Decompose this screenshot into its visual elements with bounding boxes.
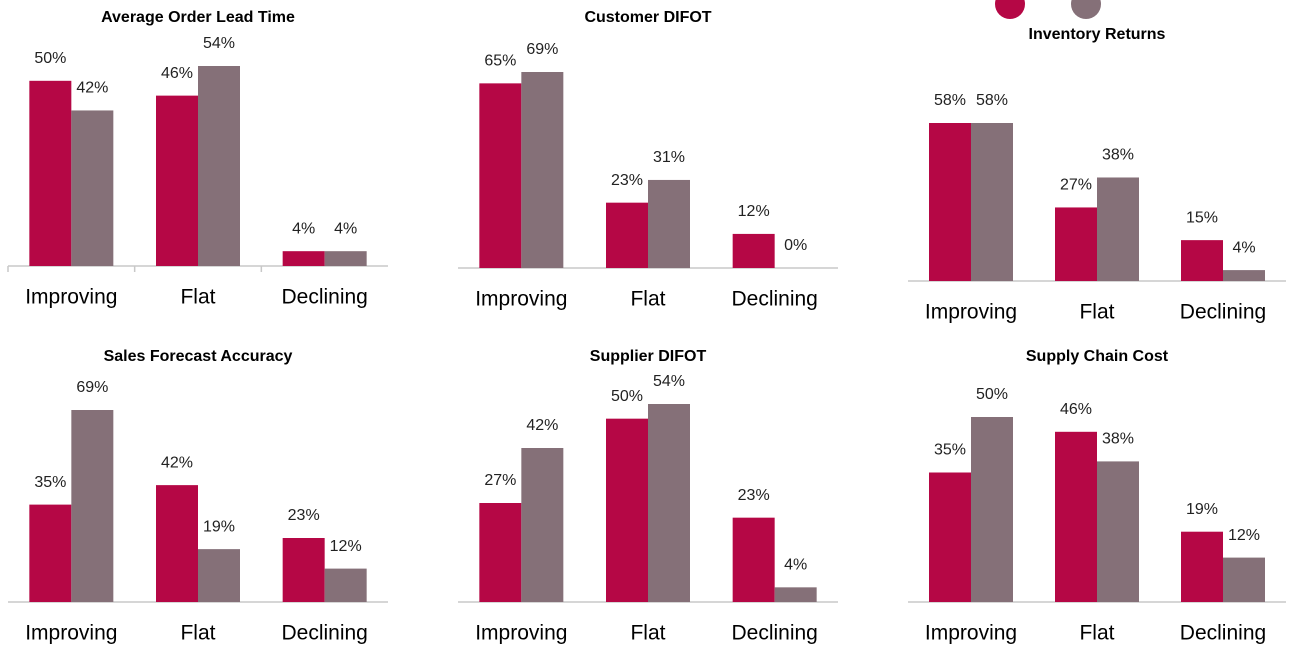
chart-title: Supply Chain Cost <box>1026 348 1169 365</box>
value-label: 50% <box>34 50 66 67</box>
bar <box>929 472 971 602</box>
bar <box>198 66 240 266</box>
bar <box>479 83 522 268</box>
x-tick-label: Improving <box>925 301 1017 324</box>
value-label: 58% <box>934 92 966 109</box>
value-label: 35% <box>34 474 66 491</box>
value-label: 27% <box>1060 177 1092 194</box>
chart-title: Supplier DIFOT <box>590 348 707 365</box>
bar <box>1181 531 1223 602</box>
x-tick-label: Improving <box>475 288 567 311</box>
bar <box>971 123 1013 281</box>
bar <box>971 417 1013 602</box>
x-tick-label: Declining <box>731 622 817 645</box>
value-label: 27% <box>484 472 516 489</box>
value-label: 23% <box>288 507 320 524</box>
bar <box>156 95 198 266</box>
x-tick-label: Declining <box>1180 622 1266 645</box>
bar <box>1097 177 1139 281</box>
bar <box>198 549 240 602</box>
bar <box>732 233 775 268</box>
bar <box>479 503 522 602</box>
value-label: 58% <box>976 92 1008 109</box>
x-tick-label: Improving <box>25 286 117 309</box>
chart-title: Inventory Returns <box>1029 26 1166 43</box>
value-label: 38% <box>1102 431 1134 448</box>
x-tick-label: Declining <box>281 286 367 309</box>
bar <box>29 80 72 266</box>
bar <box>156 485 198 602</box>
x-tick-label: Flat <box>630 288 665 311</box>
bar <box>1055 431 1097 602</box>
bar <box>282 538 325 602</box>
x-tick-label: Flat <box>180 622 215 645</box>
value-label: 4% <box>292 220 315 237</box>
value-label: 23% <box>611 172 643 189</box>
value-label: 69% <box>526 41 558 58</box>
value-label: 50% <box>976 386 1008 403</box>
bar <box>521 72 564 268</box>
value-label: 54% <box>653 373 685 390</box>
value-label: 4% <box>334 220 357 237</box>
bar <box>282 251 325 266</box>
value-label: 69% <box>76 379 108 396</box>
value-label: 12% <box>330 538 362 555</box>
bar <box>1223 557 1265 602</box>
chart-title: Sales Forecast Accuracy <box>104 348 293 365</box>
value-label: 4% <box>784 557 807 574</box>
value-label: 31% <box>653 149 685 166</box>
bar <box>606 202 648 268</box>
value-label: 0% <box>784 237 807 254</box>
bar <box>648 404 690 602</box>
value-label: 23% <box>738 487 770 504</box>
x-tick-label: Declining <box>731 288 817 311</box>
value-label: 19% <box>1186 501 1218 518</box>
value-label: 46% <box>161 65 193 82</box>
bar <box>1181 240 1223 281</box>
bar <box>71 410 114 602</box>
bar <box>774 587 817 602</box>
value-label: 38% <box>1102 147 1134 164</box>
chart-title: Average Order Lead Time <box>101 9 295 26</box>
value-label: 12% <box>1228 527 1260 544</box>
x-tick-label: Improving <box>925 622 1017 645</box>
value-label: 42% <box>76 80 108 97</box>
bar <box>929 123 971 281</box>
bar <box>1097 461 1139 602</box>
bar <box>1055 207 1097 281</box>
bar <box>324 568 367 602</box>
chart-title: Customer DIFOT <box>584 9 711 26</box>
value-label: 54% <box>203 35 235 52</box>
value-label: 50% <box>611 388 643 405</box>
legend-swatch <box>1071 0 1101 19</box>
bar <box>606 418 648 602</box>
bar <box>324 251 367 266</box>
x-tick-label: Flat <box>1079 301 1114 324</box>
value-label: 42% <box>526 417 558 434</box>
x-tick-label: Improving <box>25 622 117 645</box>
x-tick-label: Flat <box>1079 622 1114 645</box>
x-tick-label: Flat <box>630 622 665 645</box>
x-tick-label: Declining <box>281 622 367 645</box>
value-label: 42% <box>161 454 193 471</box>
value-label: 4% <box>1232 239 1255 256</box>
bar <box>648 179 690 268</box>
bar <box>521 448 564 602</box>
bar <box>29 504 72 602</box>
bar <box>732 517 775 602</box>
value-label: 15% <box>1186 209 1218 226</box>
x-tick-label: Flat <box>180 286 215 309</box>
bar <box>71 110 114 266</box>
x-tick-label: Declining <box>1180 301 1266 324</box>
value-label: 12% <box>738 203 770 220</box>
value-label: 19% <box>203 518 235 535</box>
bar <box>1223 270 1265 281</box>
x-tick-label: Improving <box>475 622 567 645</box>
value-label: 46% <box>1060 401 1092 418</box>
value-label: 35% <box>934 442 966 459</box>
value-label: 65% <box>484 53 516 70</box>
legend-swatch <box>995 0 1025 19</box>
